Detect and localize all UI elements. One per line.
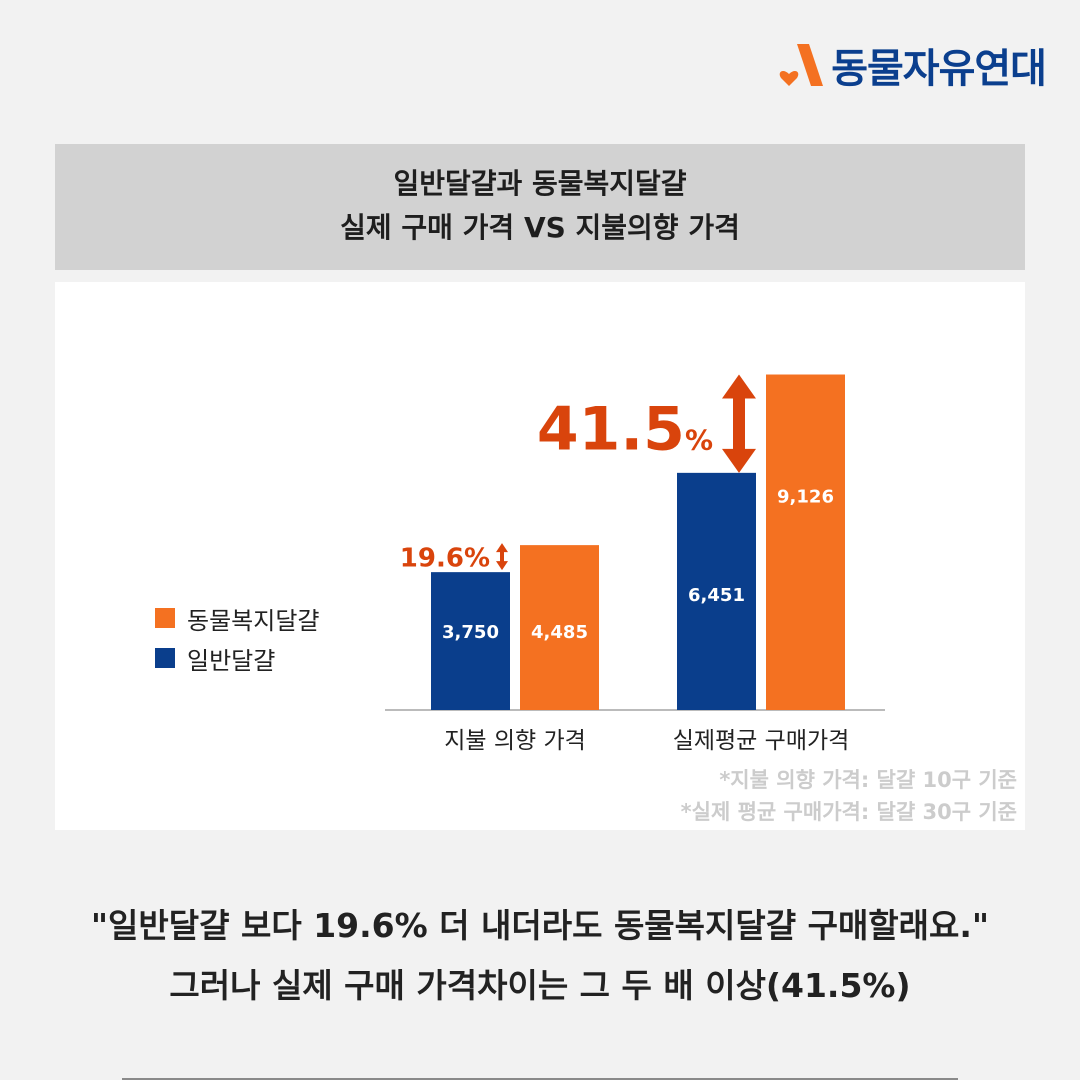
- bar-welfare-1: [766, 374, 845, 710]
- legend-item-welfare-egg: 동물복지달걀: [155, 598, 319, 638]
- chart-panel: 3,750 4,485 지불 의향 가격 6,451 9,126 실제평균 구매가격 19.…: [55, 282, 1025, 830]
- caption-line-2: 그러나 실제 구매 가격차이는 그 두 배 이상(41.5%): [169, 966, 911, 1005]
- legend-swatch-welfare-egg: [155, 608, 175, 628]
- x-tick-label: 실제평균 구매가격: [673, 728, 850, 754]
- brand-name: 동물자유연대: [831, 46, 1047, 92]
- brand-logo: 동물자유연대: [775, 36, 1047, 94]
- caption: "일반달걀 보다 19.6% 더 내더라도 동물복지달걀 구매할래요." 그러나…: [0, 896, 1080, 1016]
- bar-welfare-0: [520, 545, 599, 710]
- chart-title-line-2: 실제 구매 가격 VS 지불의향 가격: [340, 211, 740, 244]
- legend-swatch-regular-egg: [155, 648, 175, 668]
- bar-value-label: 3,750: [442, 622, 499, 643]
- bottom-divider: [122, 1078, 958, 1080]
- footnote-actual: *실제 평균 구매가격: 달걀 30구 기준: [680, 800, 1017, 824]
- diff-arrowhead-up-2: [722, 374, 756, 399]
- chart-legend: 동물복지달걀 일반달걀: [155, 598, 319, 678]
- bar-chart: 3,750 4,485 지불 의향 가격 6,451 9,126 실제평균 구매가격 19.…: [385, 374, 885, 754]
- bar-value-label: 9,126: [777, 487, 834, 508]
- diff-label-2-number: 41.5: [537, 395, 685, 465]
- diff-arrowhead-down-2: [722, 448, 756, 473]
- bar-regular-0: [431, 572, 510, 710]
- diff-arrowhead-up-1: [496, 543, 508, 553]
- bar-value-label: 4,485: [531, 622, 588, 643]
- legend-label-welfare-egg: 동물복지달걀: [187, 606, 320, 635]
- chart-title-band: 일반달걀과 동물복지달걀 실제 구매 가격 VS 지불의향 가격: [55, 144, 1025, 270]
- bar-value-label: 6,451: [688, 585, 745, 606]
- diff-arrowhead-down-1: [496, 561, 508, 571]
- diff-label-2-unit: %: [685, 424, 713, 457]
- legend-item-regular-egg: 일반달걀: [155, 638, 319, 678]
- chart-title-line-1: 일반달걀과 동물복지달걀: [393, 167, 687, 200]
- legend-label-regular-egg: 일반달걀: [187, 646, 276, 675]
- x-tick-label: 지불 의향 가격: [444, 728, 586, 754]
- diff-label-2: 41.5%: [537, 395, 713, 465]
- diff-arrow-shaft-2: [733, 396, 745, 451]
- brand-mark-icon: [779, 44, 824, 86]
- bar-regular-1: [677, 472, 756, 710]
- diff-label-1: 19.6%: [400, 544, 490, 574]
- caption-line-1: "일반달걀 보다 19.6% 더 내더라도 동물복지달걀 구매할래요.": [90, 906, 990, 945]
- footnote-willingness: *지불 의향 가격: 달걀 10구 기준: [719, 768, 1017, 792]
